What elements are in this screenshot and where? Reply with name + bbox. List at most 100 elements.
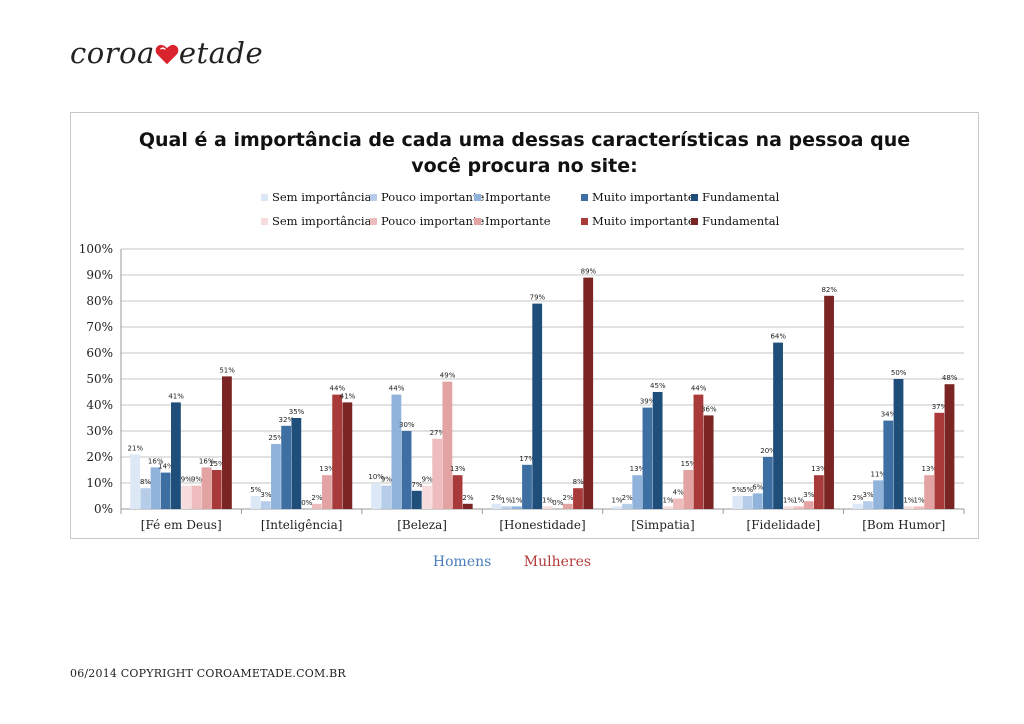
bar-value-label: 1% — [783, 496, 794, 504]
chart-title-line2: você procura no site: — [411, 155, 638, 177]
brand-logo: coroa etade — [70, 36, 263, 70]
bar — [924, 475, 934, 509]
bar — [824, 295, 834, 509]
bar-value-label: 13% — [450, 465, 466, 473]
bar-value-label: 2% — [491, 494, 502, 502]
bar-value-label: 25% — [268, 434, 284, 442]
bar-value-label: 2% — [562, 494, 573, 502]
bar — [862, 501, 873, 509]
bar-value-label: 41% — [340, 392, 356, 400]
bar-value-label: 44% — [691, 385, 707, 393]
bar-value-label: 5% — [732, 486, 743, 494]
bar — [813, 475, 824, 509]
bar-value-label: 41% — [168, 392, 184, 400]
x-tick-label: [Bom Humor] — [862, 518, 945, 532]
bar-value-label: 7% — [411, 481, 422, 489]
bar — [542, 506, 553, 509]
bar-value-label: 3% — [863, 491, 874, 499]
bar — [773, 342, 783, 509]
bar — [732, 496, 743, 509]
bar — [442, 381, 453, 509]
bar-value-label: 21% — [128, 444, 144, 452]
group-legend-mulheres: Mulheres — [523, 554, 592, 570]
bar-value-label: 51% — [219, 366, 235, 374]
legend-swatch — [370, 218, 377, 225]
bar — [913, 506, 924, 509]
bar-value-label: 0% — [552, 499, 563, 507]
bar-value-label: 35% — [289, 408, 305, 416]
bar-value-label: 13% — [319, 465, 335, 473]
bar — [260, 501, 271, 509]
bar-value-label: 16% — [199, 457, 215, 465]
x-tick-label: [Beleza] — [397, 518, 447, 532]
bar-value-label: 44% — [330, 385, 346, 393]
footer-copyright: 06/2014 COPYRIGHT COROAMETADE.COM.BR — [70, 667, 346, 680]
bar — [391, 394, 402, 509]
y-tick-label: 0% — [94, 502, 113, 516]
legend-label: Sem importância — [272, 214, 372, 228]
bar-value-label: 10% — [368, 473, 384, 481]
bar-value-label: 32% — [279, 416, 295, 424]
bar — [342, 402, 353, 509]
bar-value-label: 5% — [742, 486, 753, 494]
bar-value-label: 4% — [673, 489, 684, 497]
bar-value-label: 49% — [440, 372, 456, 380]
y-tick-label: 50% — [86, 372, 113, 386]
bar-chart: 0% 10% 20% 30% 40% 50% 60% 70% 80% 90% 100% Sem imp… — [79, 190, 965, 532]
bar — [381, 485, 392, 509]
bar — [491, 503, 502, 509]
bar — [693, 394, 704, 509]
bar — [632, 475, 643, 509]
bar-value-label: 82% — [821, 286, 837, 294]
brand-text-part1: coroa — [70, 36, 155, 70]
bar-value-label: 3% — [260, 491, 271, 499]
legend-label: Sem importância — [272, 190, 372, 204]
bar-value-label: 13% — [630, 465, 646, 473]
legend-label: Fundamental — [702, 190, 780, 204]
y-tick-label: 20% — [86, 450, 113, 464]
bar — [501, 506, 512, 509]
legend-label: Muito importante — [592, 214, 695, 228]
legend-label: Importante — [485, 190, 551, 204]
bar-value-label: 39% — [640, 398, 656, 406]
bar — [452, 475, 463, 509]
bar-value-label: 1% — [511, 496, 522, 504]
x-tick-label: [Inteligência] — [261, 518, 343, 532]
bar-value-label: 2% — [622, 494, 633, 502]
bar-value-label: 2% — [311, 494, 322, 502]
bar — [462, 503, 473, 509]
legend-swatch — [581, 218, 588, 225]
bar — [411, 490, 422, 509]
bar-value-label: 8% — [573, 478, 584, 486]
bar — [803, 501, 814, 509]
bar — [281, 425, 292, 509]
legend-swatch — [581, 194, 588, 201]
bar — [562, 503, 573, 509]
bar — [611, 506, 622, 509]
bar-value-label: 1% — [914, 496, 925, 504]
chart-frame: Qual é a importância de cada uma dessas … — [70, 112, 979, 539]
bar — [171, 402, 181, 509]
bar — [793, 506, 804, 509]
heart-icon — [155, 44, 179, 65]
bar-value-label: 6% — [752, 483, 763, 491]
bar — [371, 483, 381, 509]
bar — [642, 407, 653, 509]
bar-value-label: 16% — [148, 457, 164, 465]
bar-value-label: 50% — [891, 369, 907, 377]
legend-swatch — [261, 194, 268, 201]
bar-value-label: 44% — [389, 385, 405, 393]
bar — [652, 392, 663, 509]
group-legend: Homens Mulheres — [0, 554, 1024, 570]
bar — [271, 444, 281, 509]
bar-value-label: 1% — [793, 496, 804, 504]
x-tick-label: [Honestidade] — [499, 518, 585, 532]
bar — [222, 376, 232, 509]
bar-value-label: 30% — [399, 421, 415, 429]
bar-value-label: 9% — [381, 476, 392, 484]
x-tick-label: [Fé em Deus] — [141, 518, 222, 532]
bar — [573, 488, 583, 509]
bar-value-label: 37% — [932, 403, 948, 411]
bar — [852, 503, 863, 509]
bar-value-label: 17% — [519, 455, 535, 463]
